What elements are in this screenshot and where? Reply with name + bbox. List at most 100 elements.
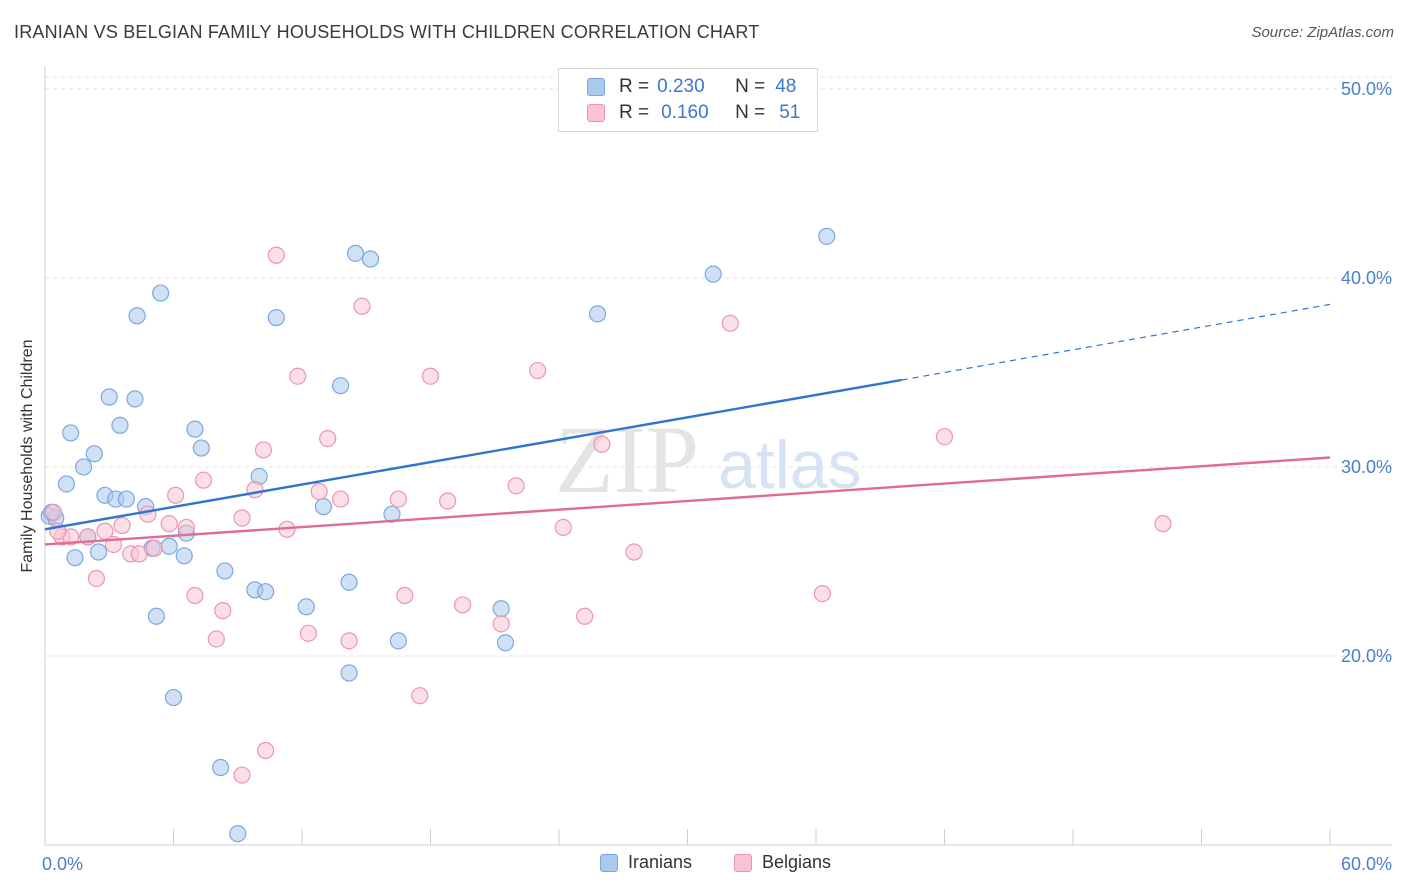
iranians-point (361, 250, 380, 268)
belgians-point (813, 584, 832, 603)
x-tick-label: 60.0% (1341, 854, 1392, 874)
y-tick-label: 40.0% (1341, 268, 1392, 288)
iranians-point (85, 445, 103, 463)
series-belgians (44, 246, 1172, 784)
belgians-point (353, 297, 371, 315)
belgians-point (454, 596, 472, 614)
belgians-point (396, 586, 414, 605)
iranians-trend-extension (901, 303, 1331, 381)
belgians-point (935, 428, 954, 446)
legend-label-belgians: Belgians (762, 852, 832, 872)
iranians-point (74, 458, 93, 476)
belgians-point (233, 766, 251, 784)
belgians-point (593, 435, 611, 453)
belgians-point (160, 515, 178, 533)
belgians-point (194, 471, 213, 489)
y-tick-label: 20.0% (1341, 646, 1392, 666)
legend-item-belgians[interactable]: Belgians (734, 852, 831, 873)
iranians-point (186, 420, 204, 438)
iranians-point (126, 390, 144, 408)
legend-swatch-iranians (600, 853, 618, 872)
belgians-point (299, 624, 318, 642)
belgians-point (1154, 515, 1172, 533)
belgians-point (167, 486, 185, 504)
belgians-point (254, 441, 273, 459)
legend-item-iranians[interactable]: Iranians (600, 852, 692, 873)
belgians-point (625, 543, 643, 561)
belgians-trend-line (44, 456, 1331, 546)
series-iranians (40, 227, 836, 843)
belgians-point (411, 687, 429, 705)
watermark-zip: ZIP (555, 406, 699, 513)
watermark: ZIP atlas (555, 406, 862, 513)
y-tick-label: 50.0% (1341, 79, 1392, 99)
trend-layer (44, 303, 1331, 546)
legend-n-value: 48 (775, 76, 797, 97)
legend-label-iranians: Iranians (628, 852, 693, 872)
belgians-point (87, 569, 106, 588)
legend-r-label: R = (619, 76, 650, 97)
belgians-point (439, 492, 457, 510)
source-label: Source: ZipAtlas.com (1251, 24, 1394, 41)
legend-n-value: 51 (779, 102, 801, 123)
iranians-point (147, 607, 165, 625)
belgians-point (528, 361, 547, 380)
tick-labels: 20.0% 30.0% 40.0% 50.0% 0.0% 60.0% (42, 79, 1392, 874)
iranians-point (66, 549, 84, 567)
iranians-point (160, 537, 178, 555)
iranians-point (331, 377, 350, 395)
belgians-point (721, 314, 739, 332)
belgians-point (331, 490, 350, 508)
iranians-trend-line (44, 378, 902, 531)
belgians-point (267, 246, 285, 264)
iranians-point (100, 388, 118, 406)
axes (44, 66, 1392, 846)
legend-row-belgians: R = 0.160 N = 51 (587, 101, 800, 125)
iranians-point (314, 498, 333, 516)
iranians-point (704, 265, 722, 283)
belgians-point (421, 367, 440, 385)
iranians-point (340, 573, 358, 591)
legend-r-value: 0.160 (661, 102, 709, 123)
belgians-point (389, 490, 407, 508)
iranians-point (492, 600, 510, 618)
iranians-point (496, 634, 515, 652)
iranians-point (128, 307, 146, 325)
iranians-point (383, 505, 401, 523)
iranians-point (57, 475, 76, 493)
iranians-point (212, 758, 230, 777)
x-tick-label: 0.0% (42, 854, 83, 874)
iranians-point (346, 244, 365, 262)
belgians-point (256, 741, 275, 760)
belgians-point (130, 545, 148, 563)
stats-legend: R = 0.230 N = 48 R = 0.160 N = 51 (558, 68, 818, 132)
legend-n-label: N = (735, 76, 766, 97)
belgians-point (214, 602, 232, 620)
iranians-point (389, 632, 407, 650)
legend-swatch-iranians (587, 78, 605, 96)
belgians-point (507, 477, 525, 495)
legend-swatch-belgians (734, 853, 752, 872)
legend-swatch-belgians (587, 104, 605, 122)
iranians-point (340, 664, 358, 682)
iranians-point (192, 439, 210, 457)
legend-r-label: R = (619, 102, 650, 123)
belgians-point (207, 630, 225, 648)
belgians-point (113, 516, 131, 535)
belgians-point (310, 482, 328, 501)
series-layer (40, 227, 1172, 843)
belgians-point (44, 503, 63, 521)
belgians-point (233, 509, 251, 527)
iranians-point (152, 284, 170, 302)
iranians-point (216, 562, 234, 580)
belgians-point (492, 615, 510, 633)
y-tick-label: 30.0% (1341, 457, 1392, 477)
belgians-point (340, 632, 358, 650)
legend-r-value: 0.230 (657, 76, 705, 97)
legend-row-iranians: R = 0.230 N = 48 (587, 75, 796, 99)
iranians-point (89, 543, 108, 561)
belgians-point (145, 539, 163, 557)
belgians-point (319, 429, 337, 448)
belgians-point (177, 518, 195, 537)
